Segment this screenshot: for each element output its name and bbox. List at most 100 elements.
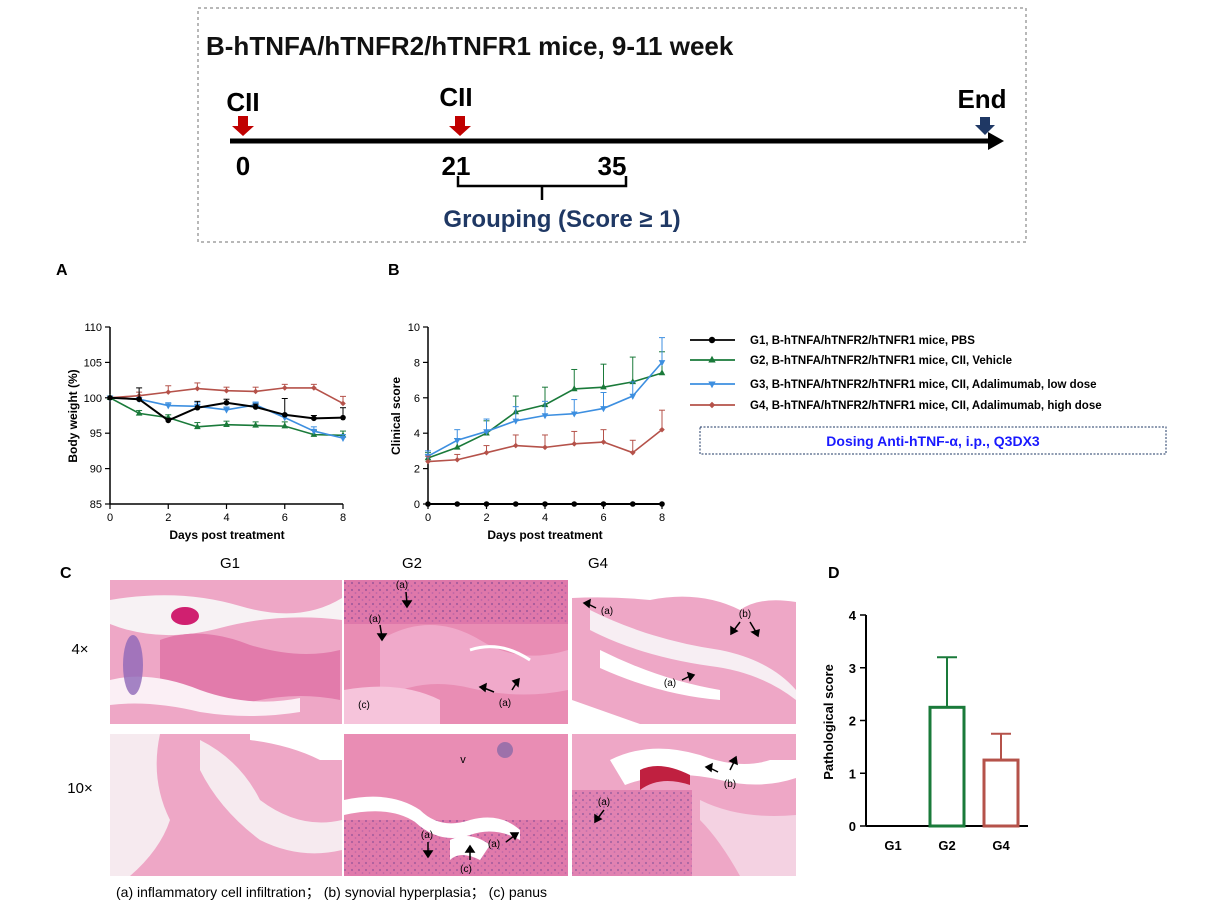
hist-image-g4-4x [572,580,796,724]
legend-marker [708,401,716,409]
data-point [252,404,259,410]
x-tick-label: 4 [542,512,548,524]
dosing-note: Dosing Anti-hTNF-α, i.p., Q3DX3 [826,433,1040,449]
y-tick-label: 4 [414,428,420,440]
chart-b-marks: 0 2 4 6 8 10 0 2 4 6 8 [408,322,666,524]
chart-a-ylabel: Body weight (%) [66,369,80,462]
data-point [454,501,461,507]
chart-d-ylabel: Pathological score [821,664,836,780]
y-tick-label: 4 [849,608,857,623]
data-point [659,426,665,433]
hist-group-label-g1: G1 [220,555,240,572]
grouping-label: Grouping (Score ≥ 1) [443,206,680,233]
legend-keys [690,336,735,409]
data-point [165,389,172,395]
histology-panel: G1 G2 G4 4× 10× [67,555,796,901]
data-point [425,501,431,507]
hist-mag-4x: 4× [71,641,88,658]
data-point [512,442,519,449]
annotation-label: v [460,754,466,766]
chart-b-xlabel: Days post treatment [487,528,602,542]
annotation-label: (c) [358,700,370,711]
down-arrow-icon [975,117,995,135]
y-tick-label: 1 [849,766,856,781]
annotation-g4-4x: (a) (b) (a) [582,598,760,689]
data-point [659,501,665,507]
data-point [223,399,230,406]
data-point [281,422,289,429]
hist-mag-10x: 10× [67,780,92,797]
histology-caption: (a) inflammatory cell infiltration； (b) … [116,884,547,901]
y-tick-label: 0 [849,819,856,834]
data-point [571,441,578,447]
x-tick-label: 0 [107,512,113,524]
x-tick-label: 0 [425,512,431,524]
panel-label-b: B [388,262,400,279]
x-tick-label: 8 [659,512,665,524]
data-point [454,456,461,463]
marker-day-35: 35 [598,151,627,181]
x-tick-label: 6 [600,512,606,524]
x-tick-label: 4 [223,512,229,524]
y-tick-label: 2 [414,464,420,476]
marker-day-21: 21 [442,151,471,181]
hist-image-g4-10x [572,734,796,876]
data-point [281,385,288,391]
data-point [629,501,636,507]
y-tick-label: 105 [84,357,102,369]
legend-entry-g1: G1, B-hTNFA/hTNFR2/hTNFR1 mice, PBS [750,335,975,347]
data-point [483,501,490,507]
data-point [542,444,548,451]
data-point [629,449,636,456]
data-point [310,428,318,435]
bar [928,705,966,828]
y-tick-label: 85 [90,499,102,511]
hist-image-g1-10x [110,734,342,876]
annotation-label: (c) [460,864,472,875]
annotation-label: (a) [369,614,381,625]
y-tick-label: 3 [849,661,856,676]
chart-a-xlabel: Days post treatment [169,528,284,542]
marker-label-cii-boost: CII [439,82,472,112]
annotation-label: (a) [488,839,500,850]
legend-marker [708,381,716,389]
marker-label-cii-start: CII [226,87,259,117]
data-point [107,395,113,401]
hist-image-g2-4x [344,580,568,724]
data-point [194,423,201,430]
data-point [194,404,201,411]
bar [982,758,1020,828]
hist-group-label-g2: G2 [402,555,422,572]
legend-entry-g4: G4, B-hTNFA/hTNFR2/hTNFR1 mice, CII, Ada… [750,400,1102,412]
y-tick-label: 0 [414,499,420,511]
data-point [483,449,490,456]
annotation-label: (b) [739,609,751,620]
legend-entry-g2: G2, B-hTNFA/hTNFR2/hTNFR1 mice, CII, Veh… [750,355,1012,367]
data-point [600,383,607,390]
chart-b: 0 2 4 6 8 10 0 2 4 6 8 Days post treatment Clinica… [389,322,666,542]
data-point [629,378,637,385]
down-arrow-icon [449,116,471,136]
annotation-label: (a) [499,698,511,709]
data-point [135,409,143,416]
data-point [136,396,142,403]
annotation-label: (a) [421,830,433,841]
legend-marker [708,336,716,344]
data-point [629,393,637,400]
annotation-label: (a) [396,580,408,591]
annotation-g2-4x: (a) (a) (a) (c) [358,580,520,711]
annotation-g4-10x: (b) (a) [594,755,738,824]
data-point [165,417,172,424]
marker-day-0: 0 [236,151,250,181]
y-tick-label: 90 [90,464,102,476]
annotation-g2-10x: (a) (c) (a) v [421,754,520,875]
y-tick-label: 95 [90,428,102,440]
x-tick-label: 6 [282,512,288,524]
hist-group-label-g4: G4 [588,555,608,572]
data-point [542,501,548,507]
data-point [512,501,519,507]
timeline-title: B-hTNFA/hTNFR2/hTNFR1 mice, 9-11 week [206,31,734,61]
dosing-box [699,426,1167,455]
data-point [600,501,607,507]
